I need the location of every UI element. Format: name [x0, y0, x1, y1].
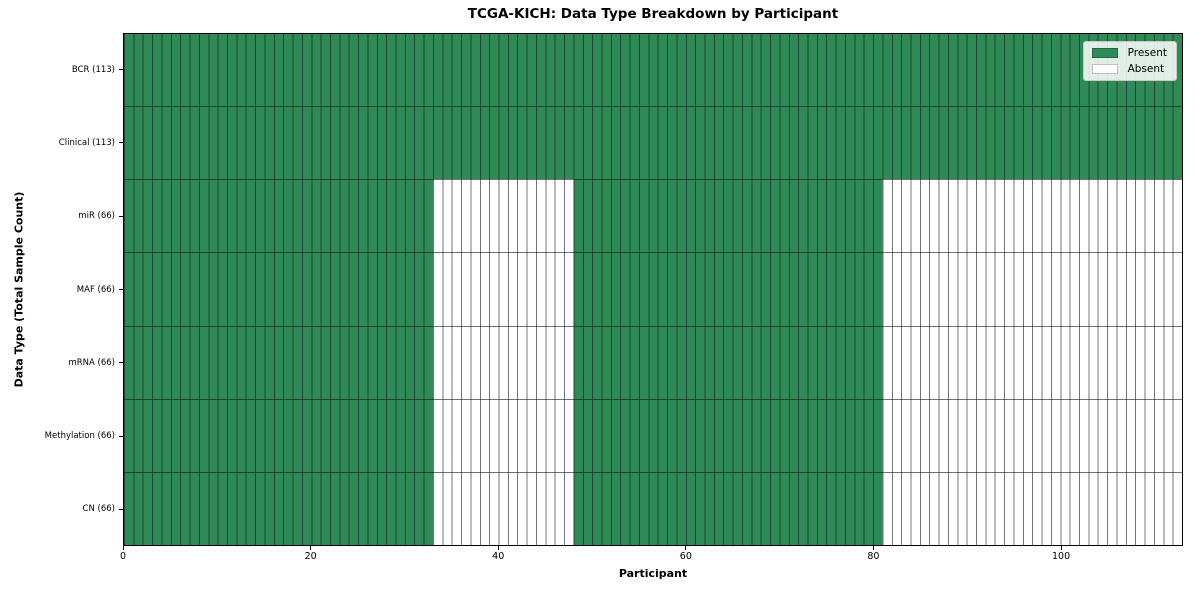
- x-tick-label: 60: [679, 551, 692, 562]
- x-tick-label: 20: [304, 551, 317, 562]
- y-tick-label-miR: miR (66): [78, 211, 115, 222]
- x-tick-mark: [872, 546, 874, 550]
- y-tick-mark: [119, 508, 123, 510]
- y-axis-tick-marks: [119, 33, 123, 546]
- legend-label-absent: Absent: [1127, 63, 1165, 75]
- y-tick-mark: [119, 289, 123, 290]
- heatmap-row-Methylation: [124, 398, 1182, 472]
- legend-item-absent: Absent: [1091, 63, 1167, 75]
- heatmap-row-CN: [124, 471, 1182, 545]
- x-tick-mark: [497, 546, 499, 550]
- legend-swatch-absent: [1091, 64, 1118, 74]
- x-tick-label: 80: [867, 551, 880, 562]
- y-tick-mark: [119, 435, 123, 437]
- plot-area: Present Absent: [123, 33, 1183, 546]
- heatmap-row-BCR: [124, 34, 1182, 107]
- y-axis-tick-labels: BCR (113) Clinical (113) miR (66) MAF (66) m…: [0, 33, 115, 546]
- chart-title: TCGA-KICH: Data Type Breakdown by Partic…: [467, 6, 839, 22]
- y-tick-label-CN: CN (66): [82, 504, 115, 515]
- x-tick-label: 0: [119, 551, 127, 562]
- legend: Present Absent: [1082, 41, 1177, 81]
- x-tick-mark: [310, 546, 312, 550]
- x-axis-label: Participant: [618, 567, 688, 580]
- heatmap-row-MAF: [124, 252, 1182, 326]
- x-tick-mark: [685, 546, 687, 550]
- y-tick-label-BCR: BCR (113): [71, 64, 115, 75]
- heatmap-row-miR: [124, 179, 1182, 253]
- y-tick-mark: [119, 142, 123, 144]
- heatmap-rows: [124, 34, 1182, 545]
- legend-item-present: Present: [1091, 47, 1167, 59]
- x-tick-label: 100: [1051, 551, 1071, 562]
- x-tick-label: 40: [492, 551, 505, 562]
- heatmap-row-mRNA: [124, 325, 1182, 399]
- y-tick-mark: [119, 215, 123, 217]
- legend-swatch-present: [1091, 48, 1118, 58]
- y-tick-mark: [119, 362, 123, 364]
- heatmap-row-Clinical: [124, 106, 1182, 180]
- y-tick-label-mRNA: mRNA (66): [68, 357, 115, 368]
- legend-label-present: Present: [1127, 47, 1167, 59]
- x-tick-mark: [1060, 546, 1062, 550]
- x-tick-mark: [122, 546, 124, 550]
- y-tick-label-MAF: MAF (66): [76, 284, 115, 295]
- y-tick-label-Clinical: Clinical (113): [58, 137, 115, 148]
- x-axis-ticks: 0 20 40 60 80 100: [119, 546, 1183, 568]
- y-tick-label-Methylation: Methylation (66): [44, 431, 115, 442]
- y-tick-mark: [119, 69, 123, 71]
